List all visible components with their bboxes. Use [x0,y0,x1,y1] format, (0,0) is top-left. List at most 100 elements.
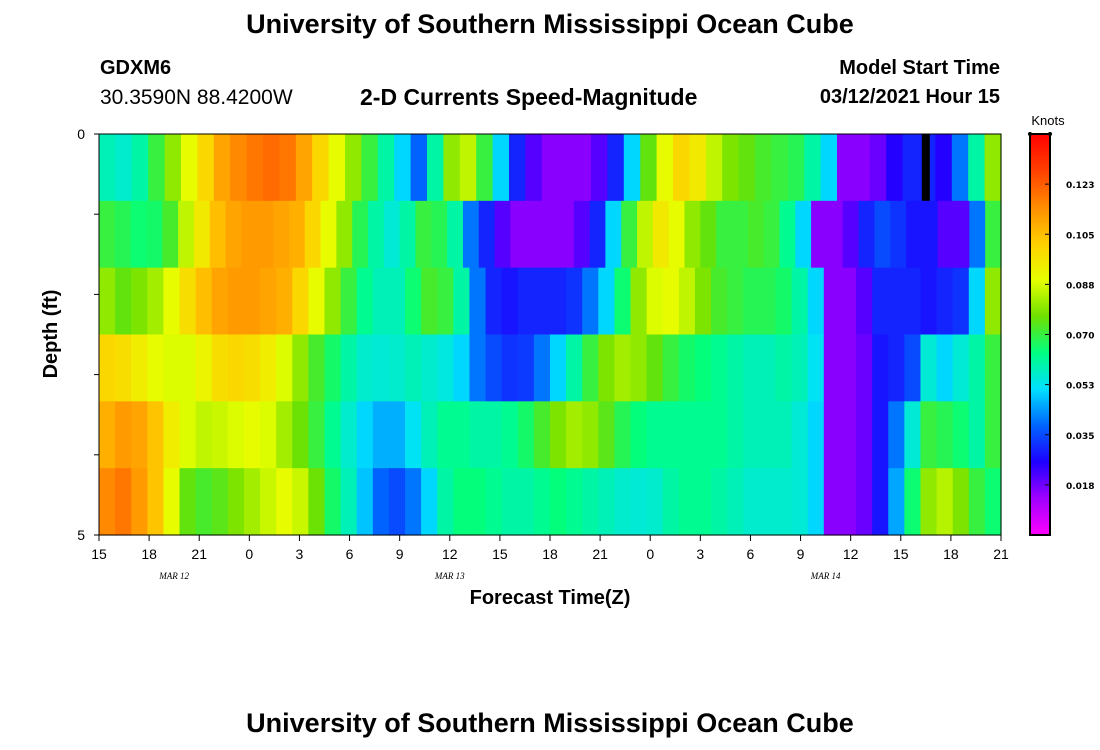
heatmap-cell [115,468,132,536]
heatmap-cell [566,468,583,536]
heatmap-cell [607,134,625,202]
heatmap-cell [328,134,346,202]
heatmap-cell [405,401,422,469]
heatmap-cell [904,401,922,469]
heatmap-cell [839,334,857,402]
heatmap-cell [443,134,461,202]
heatmap-cell [937,200,955,269]
heatmap-cell [984,267,1002,336]
heatmap-cell [856,334,873,402]
heatmap-cell [526,200,543,269]
x-tick-label: 0 [646,546,654,562]
heatmap-cell [410,134,428,202]
heatmap-cell [340,334,358,402]
heatmap-cell [904,334,922,402]
heatmap-cell [453,401,471,469]
heatmap-cell [550,267,567,336]
heatmap-cell [984,334,1002,402]
heatmap-cell [839,401,857,469]
heatmap-cell [485,267,503,336]
x-date-label: MAR 13 [434,571,465,581]
heatmap-cell [99,200,116,269]
heatmap-cell [469,267,487,336]
heatmap-cell [525,134,543,202]
heatmap-cell [257,200,274,269]
heatmap-cell [260,468,277,536]
heatmap-cell [209,200,227,269]
heatmap-cell [787,134,805,202]
heatmap-cell [550,401,567,469]
heatmap-cell [372,334,390,402]
heatmap-cell [952,401,970,469]
heatmap-cell [759,267,777,336]
colorbar-tick-label: 0.105 [1066,231,1094,241]
heatmap-cell [936,267,954,336]
heatmap-cell [598,334,616,402]
heatmap-cell [227,334,245,402]
heatmap-cell [888,334,905,402]
x-tick-label: 18 [943,546,959,562]
heatmap-cell [181,134,198,202]
heatmap-cell [820,134,838,202]
heatmap-cell [485,468,503,536]
heatmap-cell [415,200,432,269]
missing-data-bar [921,134,930,201]
heatmap-cell [193,200,211,269]
colorbar-tick-label: 0.070 [1066,332,1094,342]
heatmap-cell [509,134,526,202]
heatmap-cell [935,134,953,202]
heatmap-cell [621,200,638,269]
heatmap-cell [566,267,583,336]
heatmap-cell [984,401,1002,469]
heatmap-cell [705,134,723,202]
heatmap-cell [131,334,148,402]
heatmap-cell [755,134,772,202]
heatmap-cell [276,334,293,402]
heatmap-cell [345,134,362,202]
heatmap-cell [115,334,132,402]
heatmap-cell [582,401,599,469]
heatmap-cell [241,200,258,269]
heatmap-cell [858,200,875,269]
heatmap-cell [227,401,245,469]
x-date-label: MAR 12 [158,571,189,581]
heatmap-cell [759,401,777,469]
heatmap-cell [162,200,179,269]
heatmap-cell [984,134,1002,202]
colorbar-tick-label: 0.035 [1066,432,1094,442]
heatmap-cell [163,334,181,402]
heatmap-cell [405,334,422,402]
heatmap-cell [312,134,330,202]
heatmap-cell [775,468,793,536]
y-axis-label: Depth (ft) [40,290,62,379]
model-start-value: 03/12/2021 Hour 15 [819,86,1000,108]
heatmap-cell [700,200,717,269]
heatmap-cell [791,267,809,336]
heatmap-cell [743,267,760,336]
heatmap-cell [340,267,358,336]
x-tick-label: 12 [843,546,859,562]
heatmap-cell [953,200,970,269]
heatmap-cell [589,200,606,269]
missing-data-marker [921,134,930,201]
heatmap-cell [582,468,599,536]
heatmap-cell [886,134,904,202]
heatmap-cell [469,468,487,536]
heatmap-cells [99,134,1002,536]
colorbar-corner [1028,132,1032,136]
heatmap-cell [533,401,551,469]
heatmap-cell [968,401,986,469]
x-tick-label: 21 [993,546,1009,562]
heatmap-cell [775,334,793,402]
heatmap-cell [722,134,740,202]
heatmap-cell [243,267,261,336]
heatmap-cell [279,134,297,202]
x-tick-label: 6 [747,546,755,562]
heatmap-cell [646,334,664,402]
heatmap-cell [292,267,309,336]
colorbar: 0.123 0.105 0.088 0.070 0.053 0.035 0.018 [1028,132,1094,536]
y-tick-label: 5 [77,527,85,543]
heatmap-cell [163,401,181,469]
heatmap-cell [308,334,326,402]
